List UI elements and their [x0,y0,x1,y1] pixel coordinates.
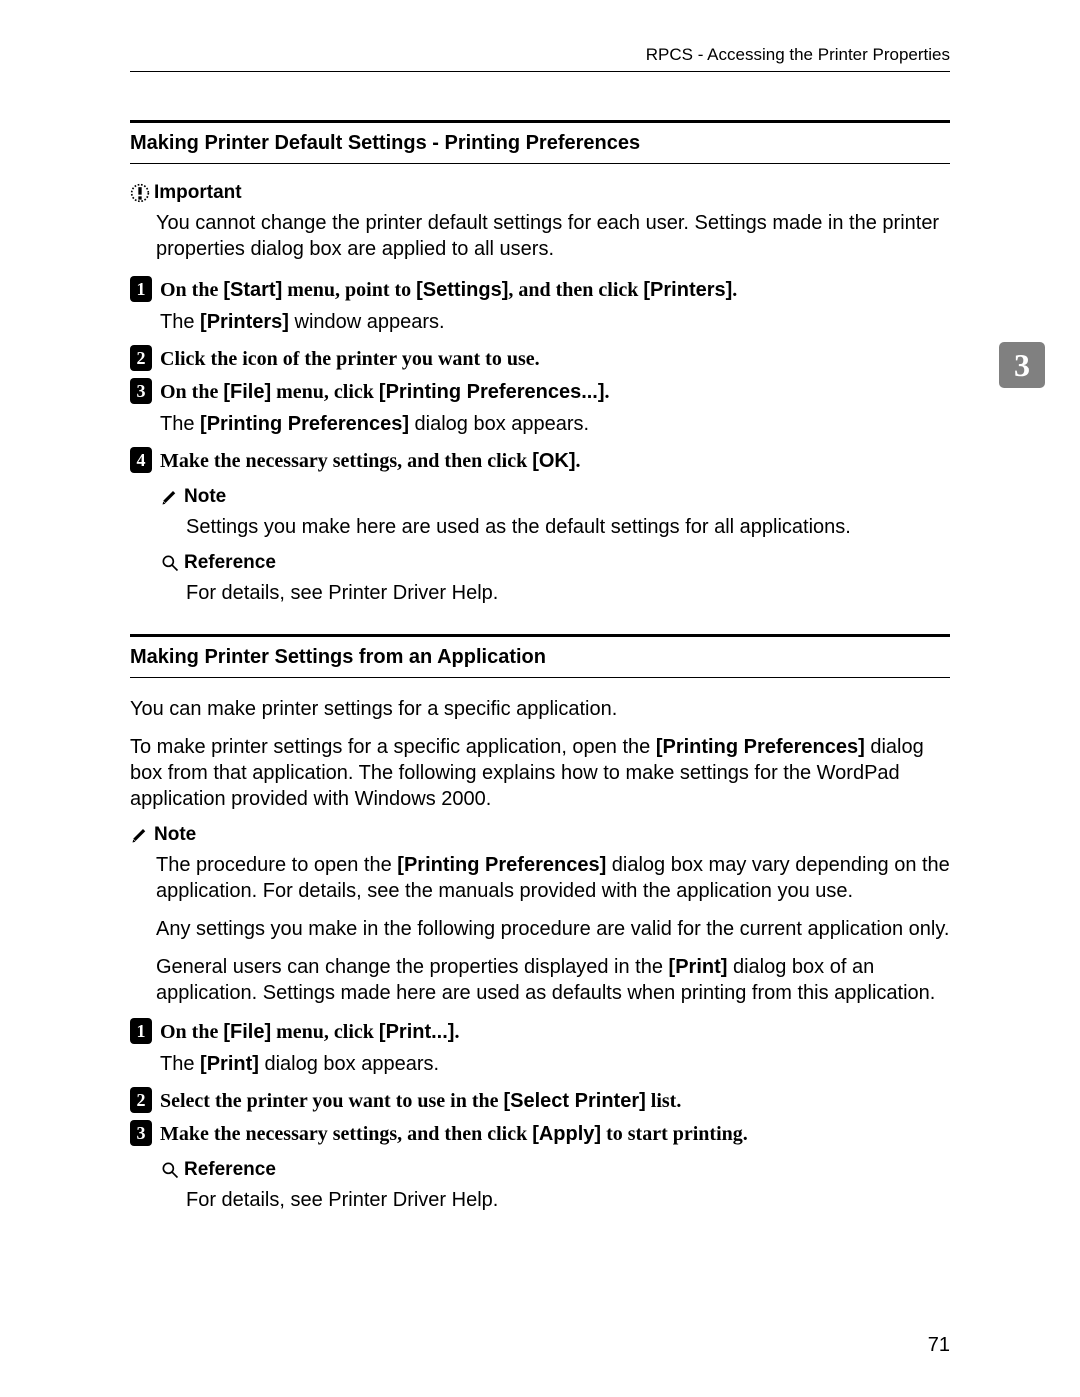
important-body: You cannot change the printer default se… [156,210,950,262]
ui-label: [Print] [669,956,728,978]
note-title: Note [160,486,950,508]
step-text: Select the printer you want to use in th… [160,1087,681,1114]
step-3: 3 Make the necessary settings, and then … [130,1120,950,1147]
ui-label: [Printing Preferences] [200,413,409,435]
page-number: 71 [928,1334,950,1357]
ui-label: [Printing Preferences] [656,736,865,758]
magnifier-icon [160,553,180,573]
reference-block: Reference For details, see Printer Drive… [160,1159,950,1213]
section-default-settings: Making Printer Default Settings - Printi… [130,120,950,606]
note-block: Note The procedure to open the [Printing… [130,824,950,1006]
reference-block: Reference For details, see Printer Drive… [160,552,950,606]
ui-label: [File] [223,1021,271,1043]
ui-label: [Select Printer] [504,1090,646,1112]
step-2: 2 Select the printer you want to use in … [130,1087,950,1114]
step-description: The [Printers] window appears. [160,309,950,335]
step-text: Make the necessary settings, and then cl… [160,1120,748,1147]
note-label: Note [154,824,196,846]
step-text: Make the necessary settings, and then cl… [160,447,581,474]
important-icon [130,183,150,203]
step-number: 1 [130,276,152,302]
note-item: Any settings you make in the following p… [156,916,950,942]
ui-label: [Start] [223,279,282,301]
step-text: On the [File] menu, click [Print...]. [160,1018,459,1045]
step-number: 4 [130,447,152,473]
note-block: Note Settings you make here are used as … [160,486,950,540]
note-title: Note [130,824,950,846]
page: RPCS - Accessing the Printer Properties … [0,0,1080,1397]
step-3: 3 On the [File] menu, click [Printing Pr… [130,378,950,437]
note-body: Settings you make here are used as the d… [186,514,950,540]
step-text: On the [File] menu, click [Printing Pref… [160,378,610,405]
magnifier-icon [160,1160,180,1180]
important-label: Important [154,182,242,204]
intro-text: To make printer settings for a specific … [130,734,950,812]
reference-body: For details, see Printer Driver Help. [186,580,950,606]
section-app-settings: Making Printer Settings from an Applicat… [130,634,950,1213]
ui-label: [Printing Preferences...] [379,381,605,403]
ui-label: [OK] [532,450,575,472]
ui-label: [Print] [200,1053,259,1075]
intro-text: You can make printer settings for a spec… [130,696,950,722]
page-header: RPCS - Accessing the Printer Properties [130,45,950,72]
ui-label: [File] [223,381,271,403]
step-text: Click the icon of the printer you want t… [160,345,540,372]
reference-label: Reference [184,1159,276,1181]
step-2: 2 Click the icon of the printer you want… [130,345,950,372]
reference-title: Reference [160,1159,950,1181]
step-1: 1 On the [Start] menu, point to [Setting… [130,276,950,335]
ui-label: [Apply] [532,1123,601,1145]
step-number: 2 [130,1087,152,1113]
note-item: The procedure to open the [Printing Pref… [156,852,950,904]
step-number: 1 [130,1018,152,1044]
note-item: General users can change the properties … [156,954,950,1006]
reference-title: Reference [160,552,950,574]
important-title: Important [130,182,950,204]
step-number: 2 [130,345,152,371]
step-4: 4 Make the necessary settings, and then … [130,447,950,474]
ui-label: [Printing Preferences] [397,854,606,876]
section-heading: Making Printer Default Settings - Printi… [130,120,950,164]
note-label: Note [184,486,226,508]
ui-label: [Printers] [200,311,289,333]
reference-body: For details, see Printer Driver Help. [186,1187,950,1213]
pencil-icon [160,488,180,506]
step-description: The [Print] dialog box appears. [160,1051,950,1077]
step-number: 3 [130,378,152,404]
chapter-tab: 3 [999,342,1045,388]
step-text: On the [Start] menu, point to [Settings]… [160,276,737,303]
pencil-icon [130,826,150,844]
section-heading: Making Printer Settings from an Applicat… [130,634,950,678]
ui-label: [Print...] [379,1021,455,1043]
step-number: 3 [130,1120,152,1146]
reference-label: Reference [184,552,276,574]
step-description: The [Printing Preferences] dialog box ap… [160,411,950,437]
step-1: 1 On the [File] menu, click [Print...]. … [130,1018,950,1077]
ui-label: [Settings] [416,279,508,301]
ui-label: [Printers] [643,279,732,301]
